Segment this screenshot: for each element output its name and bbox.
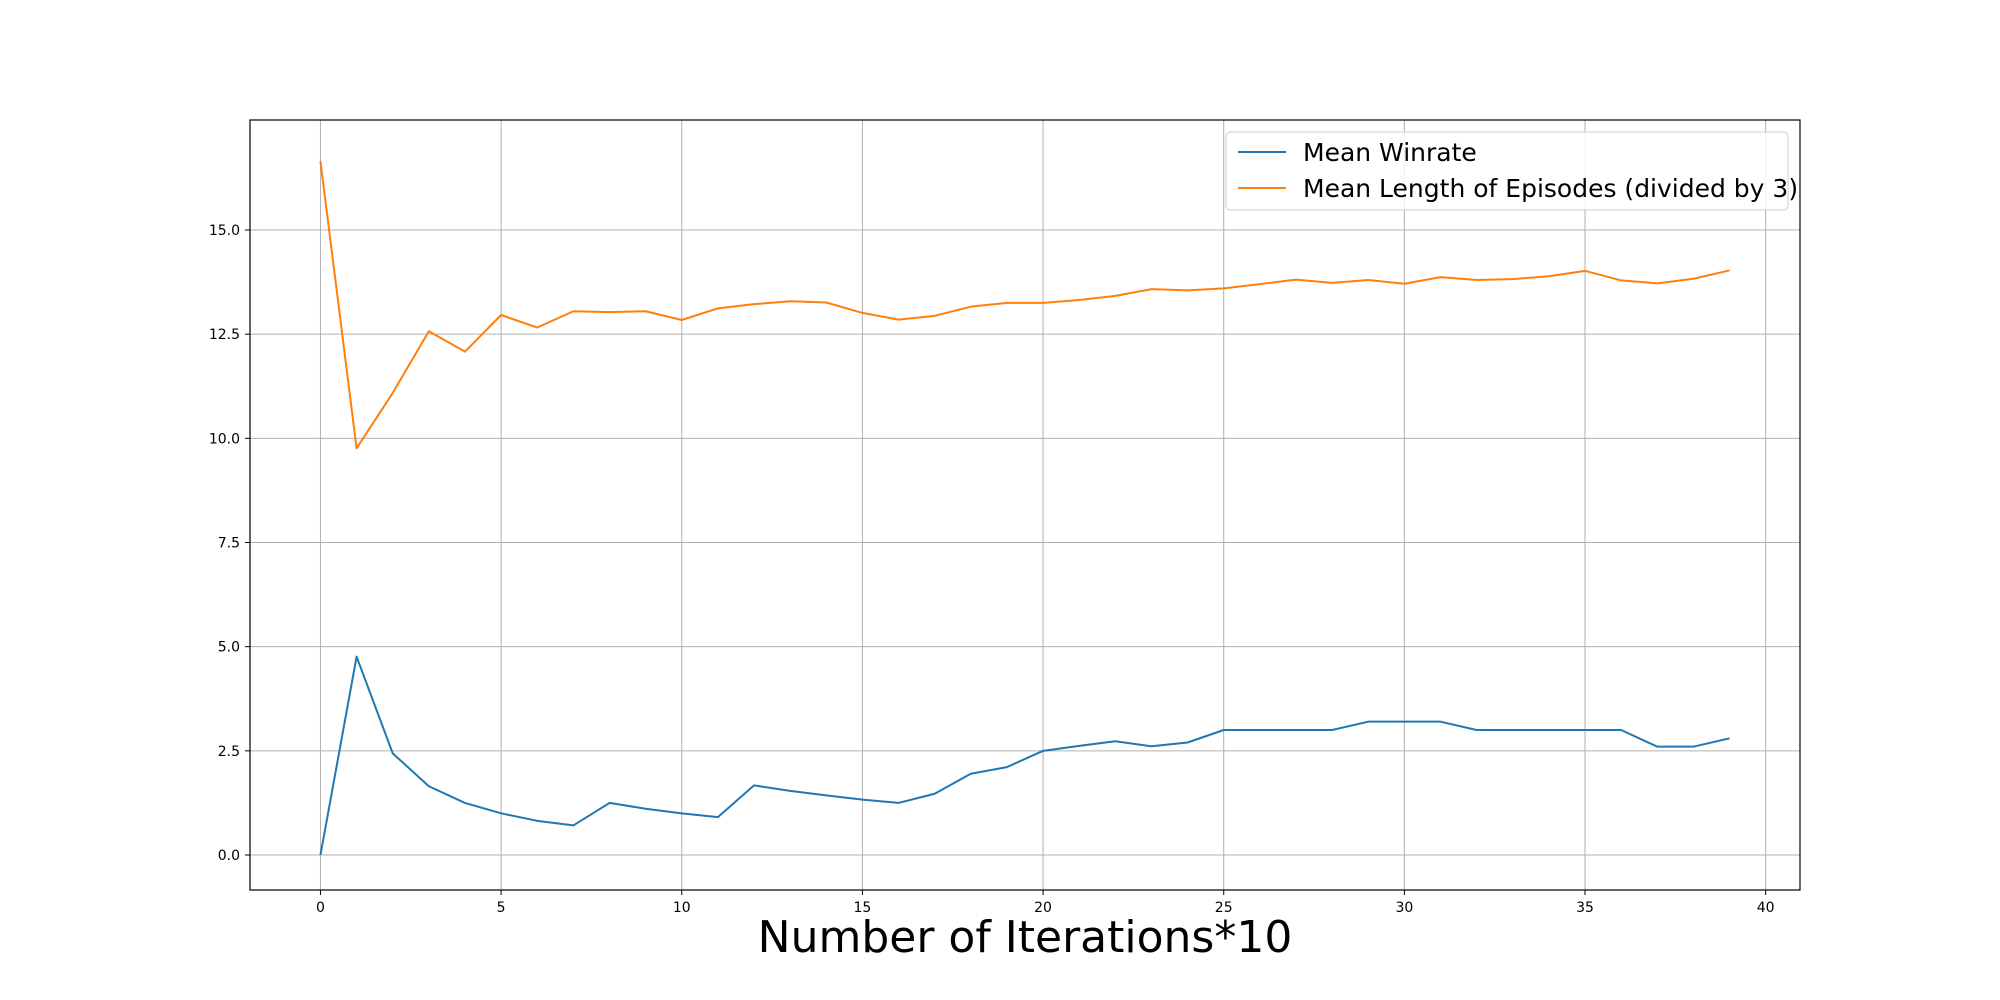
y-tick-label: 2.5 xyxy=(218,744,240,760)
series-line-winrate xyxy=(319,655,1730,856)
legend: Mean Winrate Mean Length of Episodes (di… xyxy=(1225,131,1798,211)
series-lines xyxy=(319,161,1730,856)
y-tick-label: 12.5 xyxy=(209,327,240,343)
x-axis-label: Number of Iterations*10 xyxy=(758,912,1293,963)
y-tick-label: 0.0 xyxy=(218,848,240,864)
x-tick-label: 15 xyxy=(853,900,871,916)
y-tick-label: 15.0 xyxy=(209,223,240,239)
x-tick-label: 0 xyxy=(316,900,325,916)
x-tick-label: 35 xyxy=(1576,900,1594,916)
x-tick-label: 10 xyxy=(673,900,691,916)
legend-box xyxy=(1225,131,1789,211)
y-tick-label: 5.0 xyxy=(218,640,240,656)
x-tick-label: 30 xyxy=(1395,900,1413,916)
series-line-episode-length xyxy=(319,161,1730,450)
y-tick-label: 10.0 xyxy=(209,431,240,447)
legend-label-winrate: Mean Winrate xyxy=(1303,138,1477,167)
x-tick-label: 40 xyxy=(1757,900,1775,916)
y-axis-ticks: 0.0 2.5 5.0 7.5 10.0 12.5 15.0 xyxy=(209,223,250,864)
x-tick-label: 25 xyxy=(1215,900,1233,916)
grid-lines xyxy=(250,120,1800,890)
x-tick-label: 5 xyxy=(497,900,506,916)
x-tick-label: 20 xyxy=(1034,900,1052,916)
y-tick-label: 7.5 xyxy=(218,536,240,552)
legend-label-episode-length: Mean Length of Episodes (divided by 3) xyxy=(1303,174,1798,203)
plot-frame xyxy=(249,119,1801,891)
x-axis-ticks: 0 5 10 15 20 25 30 35 40 xyxy=(316,890,1775,916)
